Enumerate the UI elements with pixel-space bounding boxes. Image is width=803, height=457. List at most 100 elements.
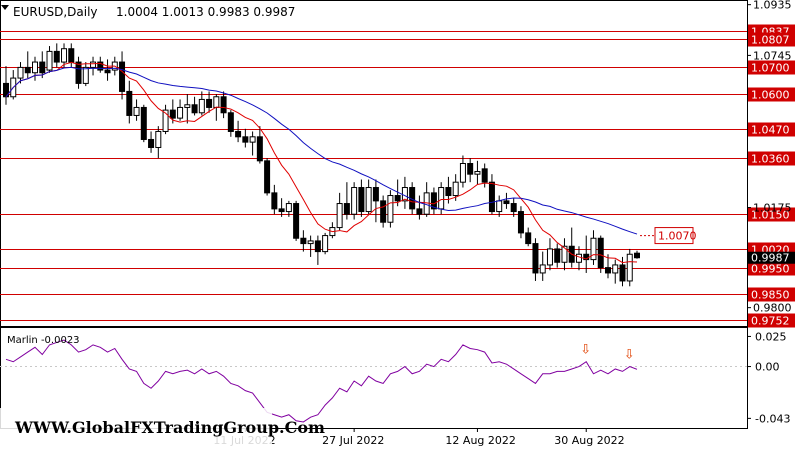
candle-body-bear [104,69,111,74]
candle [510,198,517,217]
candle [75,56,82,89]
candle-body-bull [307,240,314,245]
chart-menu-icon[interactable] [1,5,9,10]
candle-body-bull [177,106,184,119]
candle [467,158,474,183]
candle [39,51,46,79]
candle [503,192,510,209]
candle-body-bear [24,66,31,74]
candle [177,99,184,121]
candle-body-bear [68,48,75,63]
candle [184,94,191,124]
price-level-label: 1.0360 [751,153,790,166]
ma-fast-line [5,61,638,264]
price-level-tag [748,207,795,222]
price-level-label: 0.9950 [751,263,790,276]
candle-body-bear [191,104,198,114]
candle [590,230,597,265]
price-level-label: 1.0470 [751,124,790,137]
candle-body-bear [525,232,532,245]
price-level-tag [748,32,795,47]
current-price-label: 0.9987 [751,252,790,265]
candle-body-bull [198,98,205,114]
candle-body-bear [467,163,474,175]
candle-body-bear [148,138,155,148]
candle [532,238,539,281]
candle-body-bear [532,243,539,274]
watermark-banner: WWW.GlobalFXTradingGroup.Com [0,408,325,453]
price-level-tag [748,60,795,75]
candle-body-bear [554,248,561,263]
candle-body-bear [416,208,423,215]
candle [488,174,495,215]
candle-body-bull [575,253,582,263]
candle [198,91,205,116]
candle [387,190,394,228]
candle [619,256,626,287]
candle [256,126,263,164]
candle-body-bull [612,264,619,274]
down-arrow-marker: ⇩ [580,343,591,358]
price-level-tag [748,313,795,328]
candle [474,160,481,185]
candle-body-bear [220,96,227,114]
candle [307,235,314,257]
candle-body-bull [438,187,445,210]
callout-box [654,227,694,245]
candle-body-bear [278,208,285,213]
candle-body-bull [90,61,97,68]
candle-body-bear [206,98,213,108]
candle-body-bull [351,187,358,215]
candle [82,62,89,87]
candle [133,99,140,121]
candle [561,238,568,271]
candle [61,43,68,68]
candle [583,235,590,273]
candle-body-bear [97,61,104,71]
candle-body-bull [133,106,140,116]
candle [119,51,126,100]
y-axis-tick-label: 0.9800 [753,302,792,315]
price-level-label: 0.9752 [751,315,790,328]
candle [17,62,24,84]
candle [416,195,423,220]
candle-body-bull [213,96,220,108]
price-level-label: 1.0150 [751,209,790,222]
candle [220,91,227,119]
candle-body-bull [162,109,169,132]
candle [597,235,604,273]
candle [329,222,336,239]
candle [97,56,104,73]
candle-body-bear [372,187,379,202]
price-level-tag [748,151,795,166]
candle [227,110,234,137]
candle [568,227,575,268]
candle-body-bull [365,187,372,213]
oscillator-panel-frame [0,327,748,429]
candle [235,120,242,143]
candle-body-bull [322,235,329,253]
candle [612,259,619,284]
candle [104,59,111,81]
candle [517,206,524,239]
candle-body-bear [481,168,488,183]
candle [351,182,358,220]
candle [546,238,553,271]
candle-body-bear [293,203,300,239]
candle-body-bull [459,163,466,183]
candle-body-bear [619,264,626,282]
candle [68,43,75,68]
candle [575,246,582,271]
candle [314,235,321,265]
osc-axis-tick-label: -0.043 [755,412,790,425]
candle-body-bull [17,66,24,79]
candle-body-bear [53,50,60,63]
candle [300,230,307,252]
candle [380,195,387,228]
x-axis-label: 12 Aug 2022 [445,434,515,447]
candle-body-bull [474,171,481,175]
candle-body-bear [503,200,510,205]
candle-body-bull [184,104,191,108]
y-axis-tick-label: 1.0175 [753,202,792,215]
